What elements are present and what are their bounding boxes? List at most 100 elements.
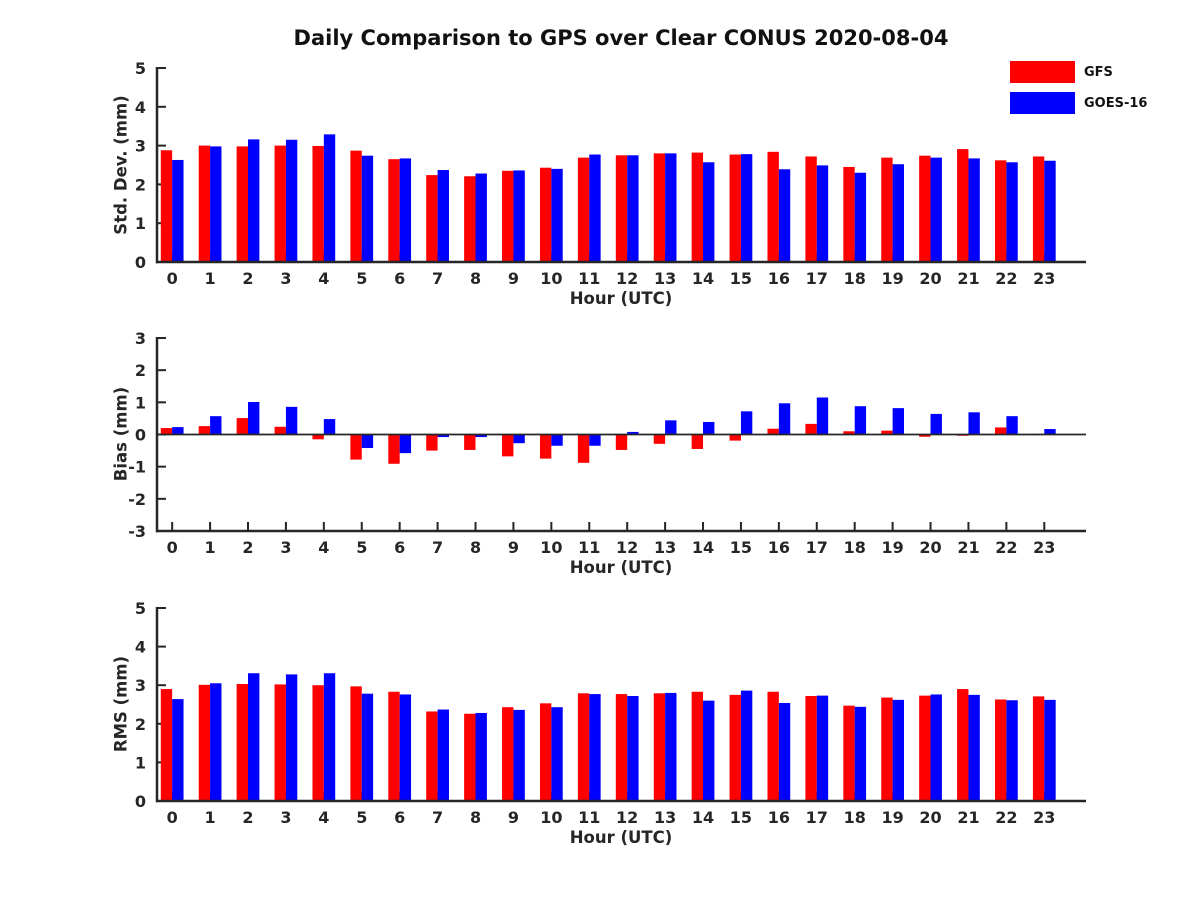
x-tick-label: 2 <box>242 269 253 288</box>
x-tick-label: 6 <box>394 808 405 827</box>
x-tick-label: 19 <box>881 269 903 288</box>
bar-goes16 <box>172 699 184 801</box>
bar-goes16 <box>475 173 487 262</box>
bar-gfs <box>729 694 741 801</box>
bar-gfs <box>691 434 704 449</box>
y-tick-label: -1 <box>128 458 146 477</box>
bar-gfs <box>312 145 324 262</box>
bar-gfs <box>691 152 704 262</box>
legend-item-goes16: GOES-16 <box>1010 92 1147 114</box>
x-tick-label: 13 <box>654 538 676 557</box>
bar-gfs <box>957 149 969 262</box>
bar-gfs <box>653 693 666 801</box>
bar-gfs <box>767 151 779 262</box>
bar-goes16 <box>323 673 336 801</box>
x-tick-label: 19 <box>881 538 903 557</box>
y-tick-label: -3 <box>128 522 146 541</box>
bar-goes16 <box>968 158 980 262</box>
x-tick-label: 21 <box>957 538 979 557</box>
bias-x-axis-label: Hour (UTC) <box>570 558 673 577</box>
x-tick-label: 3 <box>280 538 291 557</box>
bar-goes16 <box>930 694 942 801</box>
x-tick-label: 14 <box>692 269 714 288</box>
bar-gfs <box>729 434 741 441</box>
y-tick-label: 1 <box>135 214 146 233</box>
bar-goes16 <box>210 416 222 435</box>
bar-goes16 <box>589 434 601 446</box>
x-tick-label: 18 <box>844 808 866 827</box>
x-tick-label: 9 <box>508 808 519 827</box>
y-tick-label: 4 <box>135 638 146 657</box>
x-tick-label: 2 <box>242 538 253 557</box>
x-tick-label: 12 <box>616 269 638 288</box>
bar-goes16 <box>437 434 449 438</box>
bar-gfs <box>577 693 590 801</box>
bar-goes16 <box>399 694 412 801</box>
bar-goes16 <box>361 155 374 262</box>
x-tick-label: 5 <box>356 808 367 827</box>
bar-gfs <box>615 694 628 801</box>
bar-goes16 <box>665 420 677 435</box>
x-tick-label: 22 <box>995 808 1017 827</box>
bar-gfs <box>198 145 211 262</box>
bar-goes16 <box>778 403 791 435</box>
bar-goes16 <box>551 434 563 446</box>
x-tick-label: 15 <box>730 808 752 827</box>
bar-goes16 <box>1044 429 1056 435</box>
bar-gfs <box>350 686 362 801</box>
bar-gfs <box>957 689 969 801</box>
x-tick-label: 5 <box>356 269 367 288</box>
x-tick-label: 10 <box>540 808 562 827</box>
bar-goes16 <box>627 155 639 262</box>
bar-goes16 <box>589 154 601 262</box>
x-tick-label: 23 <box>1033 538 1055 557</box>
bar-gfs <box>881 157 893 262</box>
bar-gfs <box>653 153 666 262</box>
bar-gfs <box>160 428 173 435</box>
bar-gfs <box>464 434 476 450</box>
bias-y-axis-label: Bias (mm) <box>112 387 131 481</box>
bar-goes16 <box>778 702 791 801</box>
bar-goes16 <box>437 170 449 262</box>
legend-label-gfs: GFS <box>1084 64 1113 80</box>
x-tick-label: 12 <box>616 538 638 557</box>
bar-goes16 <box>1044 160 1056 262</box>
chart-title: Daily Comparison to GPS over Clear CONUS… <box>293 26 949 50</box>
x-tick-label: 9 <box>508 269 519 288</box>
x-tick-label: 20 <box>919 808 941 827</box>
x-tick-label: 23 <box>1033 269 1055 288</box>
legend-label-goes16: GOES-16 <box>1084 95 1148 111</box>
bar-gfs <box>198 684 211 801</box>
bar-gfs <box>994 699 1007 801</box>
bar-gfs <box>312 685 324 801</box>
bar-goes16 <box>323 419 336 435</box>
bar-gfs <box>919 695 931 801</box>
x-tick-label: 21 <box>957 808 979 827</box>
stddev-y-axis-label: Std. Dev. (mm) <box>112 95 131 234</box>
bar-goes16 <box>740 411 753 435</box>
bar-goes16 <box>551 707 563 801</box>
bar-goes16 <box>1044 699 1056 801</box>
x-tick-label: 5 <box>356 538 367 557</box>
bar-gfs <box>539 167 552 262</box>
x-tick-label: 18 <box>844 269 866 288</box>
x-tick-label: 20 <box>919 538 941 557</box>
x-tick-label: 16 <box>768 269 790 288</box>
legend-item-gfs: GFS <box>1010 61 1147 83</box>
bar-goes16 <box>740 154 753 262</box>
bar-gfs <box>426 434 438 451</box>
x-tick-label: 0 <box>167 808 178 827</box>
bar-gfs <box>919 434 931 437</box>
x-tick-label: 11 <box>578 808 600 827</box>
bar-goes16 <box>740 690 753 801</box>
bar-gfs <box>464 176 476 262</box>
x-tick-label: 1 <box>205 269 216 288</box>
bar-goes16 <box>475 434 487 438</box>
y-tick-label: 0 <box>135 426 146 445</box>
bar-gfs <box>577 434 590 463</box>
bar-goes16 <box>816 165 829 262</box>
